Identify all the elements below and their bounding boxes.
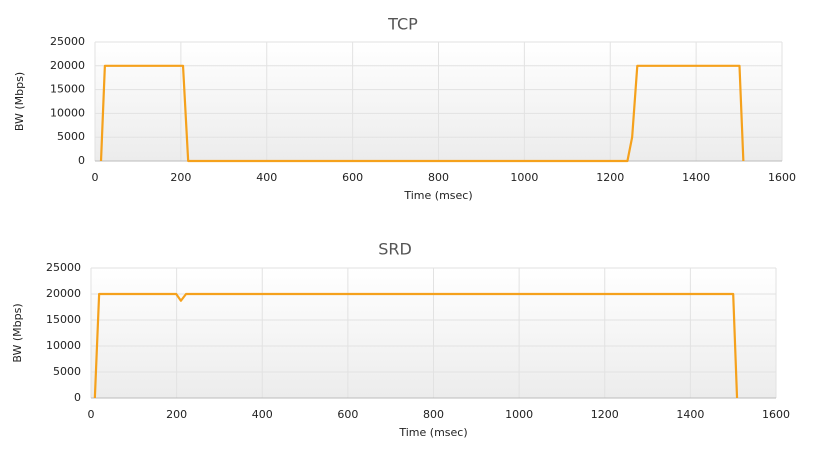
x-tick-label: 1000 — [505, 408, 533, 421]
x-tick-label: 1600 — [768, 171, 796, 184]
x-tick-label: 600 — [342, 171, 363, 184]
y-tick-label: 15000 — [46, 313, 81, 326]
x-tick-label: 1200 — [591, 408, 619, 421]
y-tick-label: 25000 — [50, 35, 85, 48]
y-tick-label: 20000 — [50, 59, 85, 72]
x-tick-label: 1200 — [596, 171, 624, 184]
y-tick-label: 15000 — [50, 83, 85, 96]
x-axis-title: Time (msec) — [398, 426, 467, 439]
x-tick-label: 0 — [92, 171, 99, 184]
x-tick-label: 400 — [256, 171, 277, 184]
y-axis-title: BW (Mbps) — [11, 303, 24, 362]
x-tick-label: 1000 — [510, 171, 538, 184]
x-tick-label: 1400 — [682, 171, 710, 184]
x-tick-label: 800 — [428, 171, 449, 184]
y-tick-label: 20000 — [46, 287, 81, 300]
y-tick-label: 5000 — [53, 365, 81, 378]
data-line — [99, 64, 745, 163]
x-tick-label: 400 — [252, 408, 273, 421]
data-line — [93, 292, 739, 399]
y-tick-label: 0 — [74, 391, 81, 404]
x-tick-label: 200 — [170, 171, 191, 184]
chart-title: TCP — [387, 15, 418, 34]
y-axis-title: BW (Mbps) — [13, 72, 26, 131]
x-tick-label: 200 — [166, 408, 187, 421]
x-tick-label: 0 — [88, 408, 95, 421]
y-tick-label: 0 — [78, 154, 85, 167]
x-tick-label: 1400 — [676, 408, 704, 421]
x-tick-label: 800 — [423, 408, 444, 421]
chart-title: SRD — [378, 240, 412, 259]
y-tick-label: 10000 — [46, 339, 81, 352]
y-tick-label: 10000 — [50, 106, 85, 119]
x-tick-label: 1600 — [762, 408, 790, 421]
y-tick-label: 25000 — [46, 261, 81, 274]
x-axis-title: Time (msec) — [403, 189, 472, 202]
x-tick-label: 600 — [337, 408, 358, 421]
y-tick-label: 5000 — [57, 130, 85, 143]
